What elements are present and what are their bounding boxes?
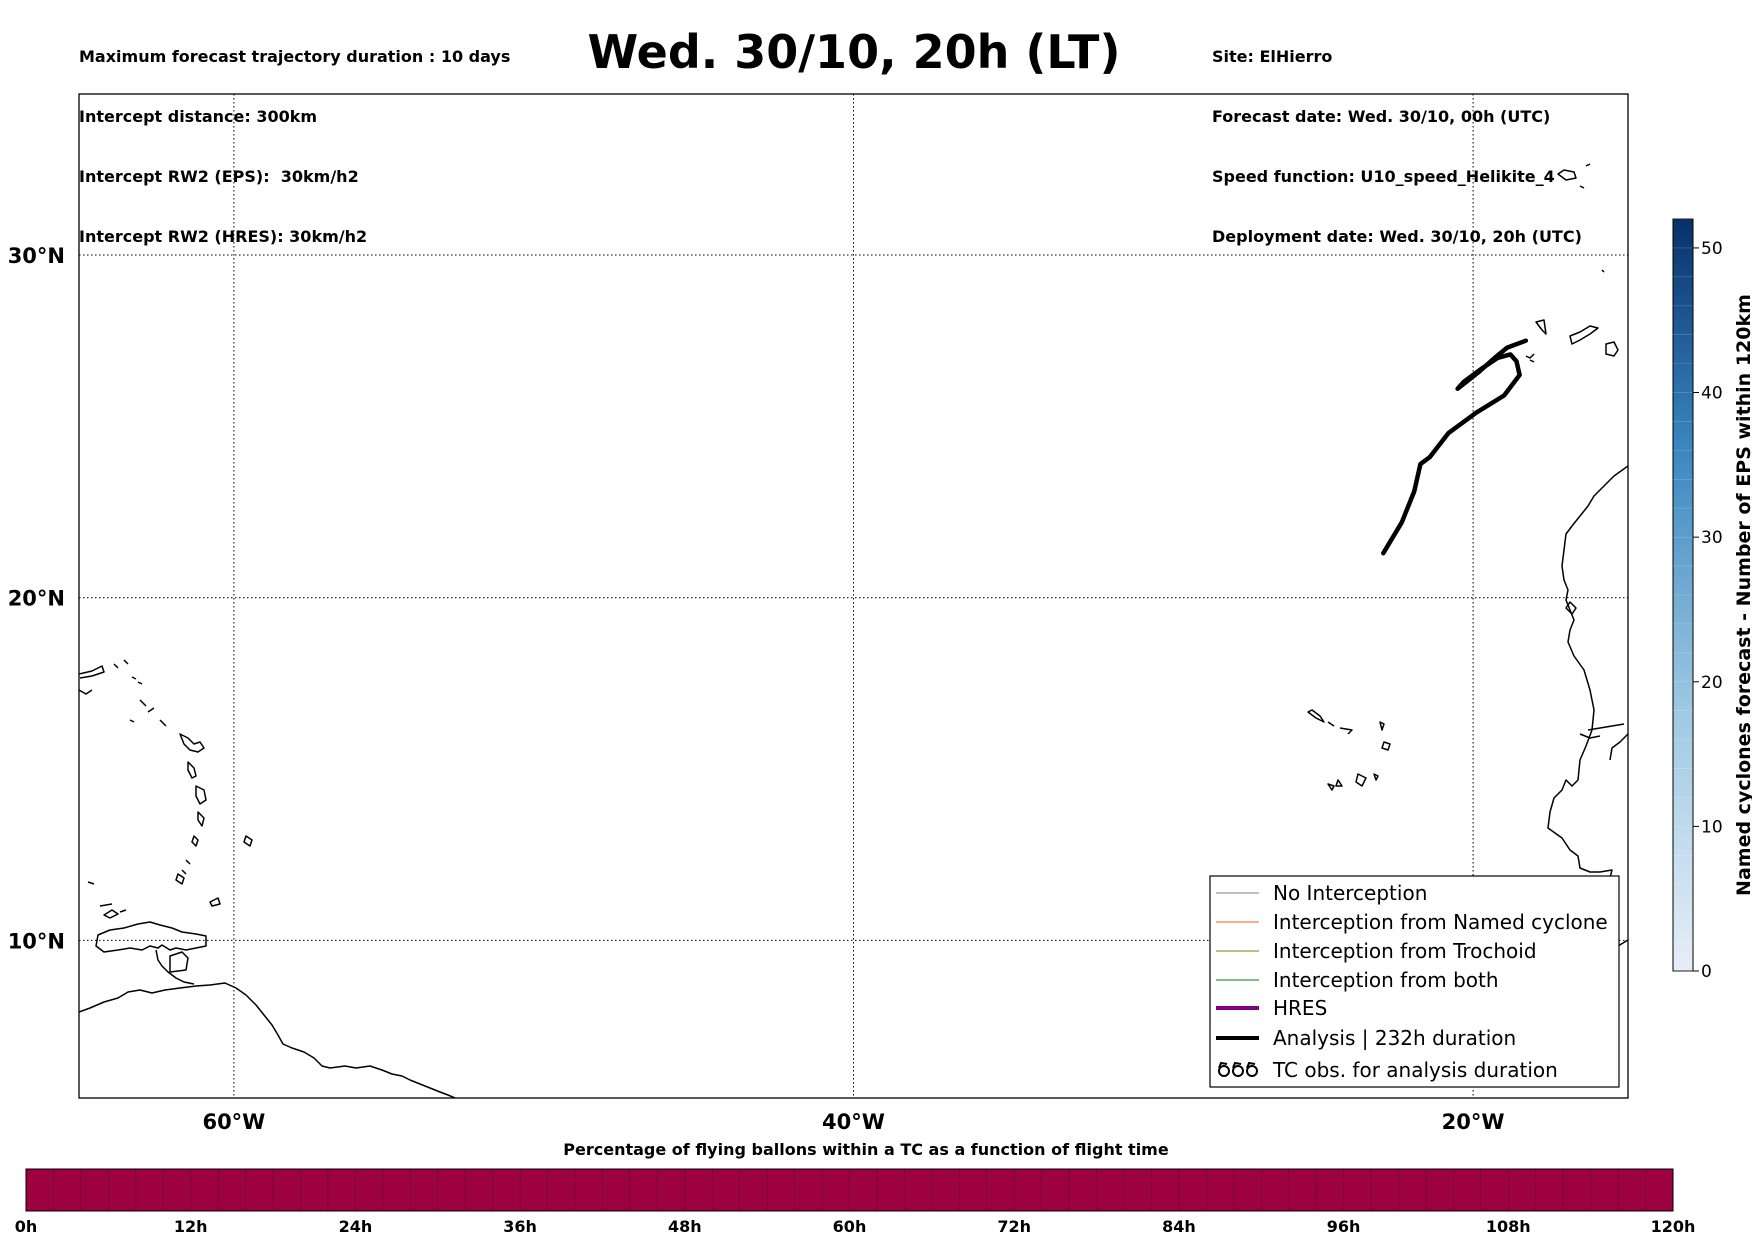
flight-time-tick-label: 120h [1651, 1217, 1696, 1236]
fuerteventura [1605, 341, 1619, 357]
martinique [195, 785, 207, 805]
cape-verde-sal [1379, 721, 1385, 731]
flight-time-bar-title: Percentage of flying ballons within a TC… [563, 1140, 1169, 1159]
el-hierro [1529, 359, 1535, 363]
grenadines [181, 859, 191, 875]
map-frame [78, 93, 1629, 1099]
colorbar-tick-label: 10 [1701, 817, 1723, 837]
barbados [243, 835, 253, 847]
virgin-islands [131, 676, 143, 685]
legend-label: HRES [1273, 996, 1327, 1020]
colorbar-tick-label: 30 [1701, 528, 1723, 548]
colorbar-tick-label: 20 [1701, 673, 1723, 693]
lon-tick-label: 20°W [1442, 1110, 1505, 1134]
info-line: Intercept distance: 300km [79, 107, 318, 126]
selvagens [1579, 185, 1585, 189]
leeward-islands [139, 699, 167, 727]
flight-time-bar-labels: 0h 12h 24h 36h 48h 60h 72h 84h 96h 108h 120h [15, 1217, 1696, 1236]
flight-time-bar: Percentage of flying ballons within a TC… [15, 1140, 1696, 1236]
cape-verde-boavista [1381, 741, 1391, 751]
colorbar-gradient [1672, 218, 1694, 972]
flight-time-tick-label: 24h [339, 1217, 373, 1236]
anguilla [129, 719, 135, 723]
south-america-coastline [79, 982, 456, 1098]
venezuela-north-coast [95, 921, 207, 953]
flight-time-tick-label: 84h [1162, 1217, 1196, 1236]
puerto-rico-coastline [79, 665, 105, 679]
legend-label: Interception from Trochoid [1273, 939, 1537, 963]
flight-time-tick-label: 60h [833, 1217, 867, 1236]
cape-verde-sao-vicente [1327, 721, 1335, 727]
colorbar-tick-label: 0 [1701, 962, 1712, 982]
tobago [209, 897, 221, 907]
flight-time-tick-label: 108h [1486, 1217, 1531, 1236]
page-title: Wed. 30/10, 20h (LT) [587, 25, 1121, 79]
legend-box [1209, 875, 1620, 1088]
colorbar-ticks: 0 10 20 30 40 50 [1673, 218, 1723, 982]
cape-verde-santiago [1355, 773, 1367, 787]
lon-tick-label: 60°W [202, 1110, 265, 1134]
legend-label: TC obs. for analysis duration [1272, 1058, 1558, 1082]
cape-verde-maio [1373, 773, 1379, 781]
lon-tick-label: 40°W [822, 1110, 885, 1134]
legend-label: Analysis | 232h duration [1273, 1026, 1516, 1050]
info-line: Site: ElHierro [1212, 47, 1333, 66]
info-line: Intercept RW2 (EPS): 30km/h2 [79, 167, 359, 186]
trinidad-coastline [169, 951, 189, 973]
lat-tick-label: 20°N [8, 587, 65, 611]
hispaniola-tip [79, 689, 93, 695]
africa-west-coast [1547, 465, 1628, 947]
cape-verde-santo-antao [1307, 709, 1325, 723]
lat-tick-label: 30°N [8, 244, 65, 268]
st-vincent [191, 835, 199, 847]
gran-canaria [1569, 325, 1599, 345]
info-line: Deployment date: Wed. 30/10, 20h (UTC) [1212, 227, 1582, 246]
africa-bays [1579, 723, 1625, 739]
lat-tick-label: 10°N [8, 929, 65, 953]
flight-time-bar-segments [53, 1169, 1646, 1211]
flight-time-tick-label: 96h [1327, 1217, 1361, 1236]
grenada [175, 873, 185, 885]
cyclone-symbol-icon [1218, 1061, 1258, 1077]
analysis-track-line [1381, 338, 1529, 556]
tenerife [1535, 319, 1547, 335]
axis-ticks: 60°W 40°W 20°W 30°N 20°N 10°N [8, 244, 1505, 1134]
cape-blanc [1565, 601, 1577, 615]
info-line: Intercept RW2 (HRES): 30km/h2 [79, 227, 368, 246]
cape-verde-fogo [1327, 783, 1335, 791]
legend-label: Interception from both [1273, 968, 1499, 992]
flight-time-tick-label: 72h [997, 1217, 1031, 1236]
flight-time-tick-label: 0h [15, 1217, 38, 1236]
info-line: Maximum forecast trajectory duration : 1… [79, 47, 511, 66]
cape-verde-brava [1335, 779, 1343, 787]
legend: No Interception Interception from Named … [1209, 875, 1620, 1088]
flight-time-tick-label: 12h [174, 1217, 208, 1236]
named-cyclone-colorbar: 0 10 20 30 40 50 Named cyclones forecast - Nu… [1672, 218, 1752, 982]
senegal-coast [1609, 733, 1628, 761]
legend-label: No Interception [1273, 881, 1427, 905]
site-parameters: Site: ElHierro Forecast date: Wed. 30/10… [1212, 7, 1582, 267]
info-line: Forecast date: Wed. 30/10, 00h (UTC) [1212, 107, 1551, 126]
info-line: Speed function: U10_speed_Helikite_4 [1212, 167, 1555, 186]
dominica [187, 761, 197, 779]
madeira [1557, 163, 1591, 181]
guadeloupe [179, 733, 205, 753]
flight-time-tick-label: 36h [503, 1217, 537, 1236]
lesser-antilles-north [113, 659, 129, 669]
analysis-track-layer [1381, 338, 1529, 556]
abc-islands [87, 881, 127, 913]
gulf-of-paria [155, 949, 195, 985]
legend-label: Interception from Named cyclone [1273, 910, 1608, 934]
cape-verde-sao-nicolau [1339, 727, 1353, 735]
tiny-isle [1601, 269, 1605, 273]
colorbar-label: Named cyclones forecast - Number of EPS … [1733, 294, 1752, 896]
colorbar-tick-label: 40 [1701, 384, 1723, 404]
la-gomera [1525, 353, 1535, 359]
colorbar-tick-label: 50 [1701, 239, 1723, 259]
flight-time-tick-label: 48h [668, 1217, 702, 1236]
forecast-parameters: Maximum forecast trajectory duration : 1… [79, 7, 510, 267]
margarita-island [103, 909, 119, 919]
st-lucia [197, 811, 205, 827]
